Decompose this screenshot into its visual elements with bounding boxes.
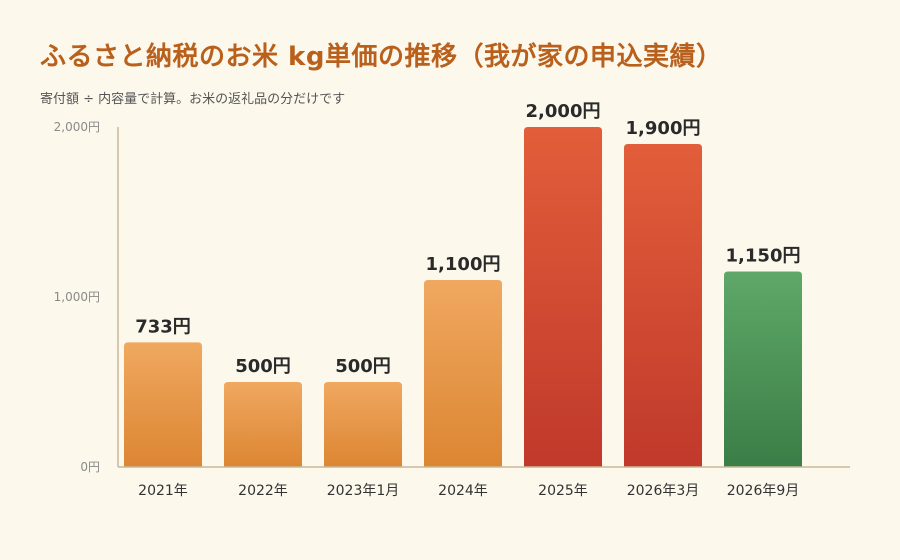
x-category-label: 2025年 [538, 483, 588, 499]
y-axis-ticks: 0円 1,000円 2,000円 [54, 120, 100, 474]
bar-value-label: 1,150円 [726, 246, 801, 267]
category-labels-group: 2021年 2022年 2023年1月 2024年 2025年 2026年3月 2026年9… [138, 483, 799, 499]
bar [524, 127, 602, 467]
x-category-label: 2024年 [438, 483, 488, 499]
y-tick-label: 0円 [80, 460, 100, 474]
x-category-label: 2026年9月 [727, 483, 800, 499]
y-tick-label: 2,000円 [54, 120, 100, 134]
bar-value-label: 1,100円 [426, 254, 501, 275]
y-tick-label: 1,000円 [54, 290, 100, 304]
chart-title: ふるさと納税のお米 kg単価の推移（我が家の申込実績） [40, 42, 723, 72]
bar-value-label: 2,000円 [526, 101, 601, 122]
bar [424, 280, 502, 467]
bar-value-label: 1,900円 [626, 118, 701, 139]
bar [224, 382, 302, 467]
x-category-label: 2022年 [238, 483, 288, 499]
bar [624, 144, 702, 467]
x-category-label: 2026年3月 [627, 483, 700, 499]
x-category-label: 2023年1月 [327, 483, 400, 499]
bar-value-label: 500円 [235, 356, 291, 377]
bar [324, 382, 402, 467]
bar-value-label: 500円 [335, 356, 391, 377]
value-labels-group: 733円 500円 500円 1,100円 2,000円 1,900円 1,150円 [135, 101, 800, 377]
x-category-label: 2021年 [138, 483, 188, 499]
bar [724, 271, 802, 467]
bar-value-label: 733円 [135, 316, 191, 337]
chart-subtitle: 寄付額 ÷ 内容量で計算。お米の返礼品の分だけです [40, 92, 346, 107]
bars-group [124, 127, 802, 467]
bar [124, 342, 202, 467]
